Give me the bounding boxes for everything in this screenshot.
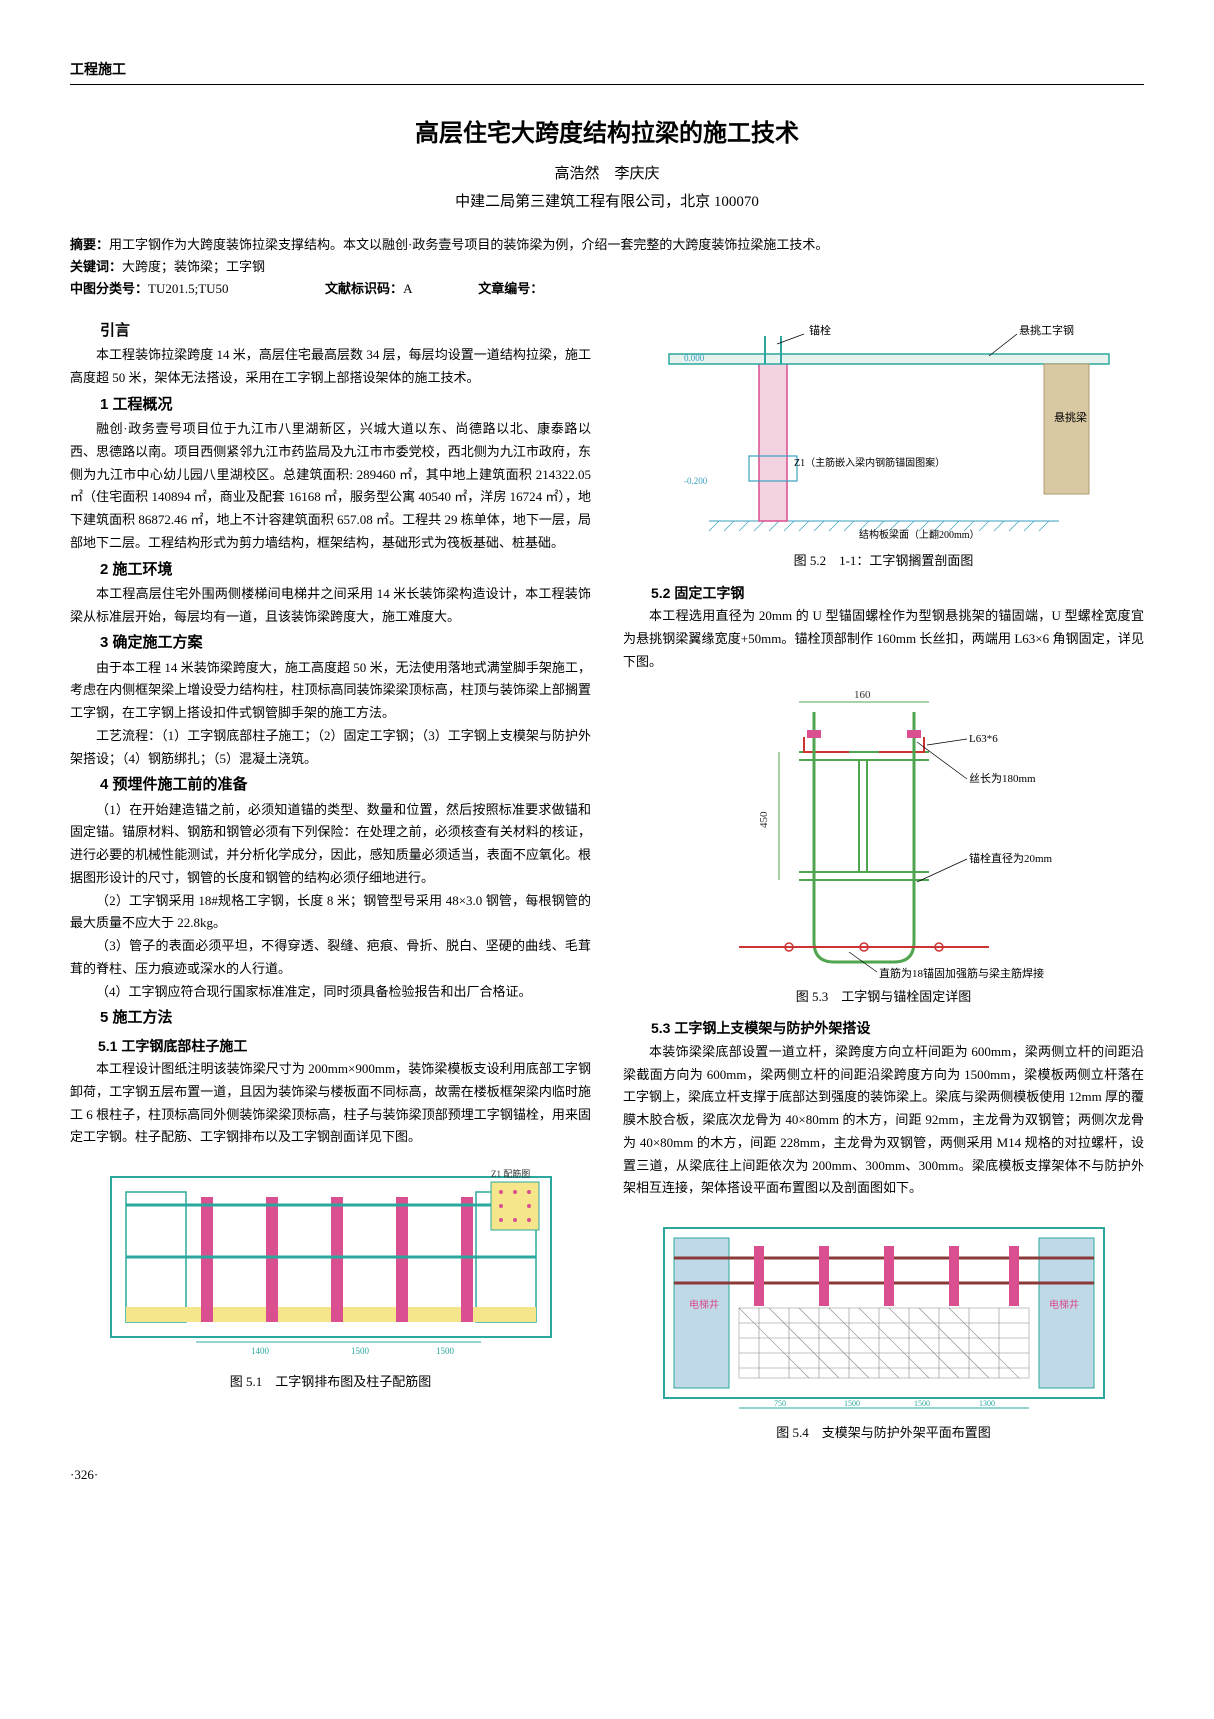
fig53-svg: 160 450 L63*6 丝长为180mm 锚栓直径为20mm 直筋为18锚固… — [649, 682, 1119, 982]
svg-text:1500: 1500 — [914, 1399, 930, 1408]
figure-5-4: 电梯井 电梯井 750 1500 1500 1300 图 5.4 支模架与防护外… — [623, 1208, 1144, 1445]
s4-p2: （2）工字钢采用 18#规格工字钢，长度 8 米；钢管型号采用 48×3.0 钢… — [70, 890, 591, 936]
svg-text:电梯井: 电梯井 — [689, 1298, 719, 1311]
svg-text:1500: 1500 — [844, 1399, 860, 1408]
keywords-text: 大跨度；装饰梁；工字钢 — [122, 259, 265, 274]
svg-text:1500: 1500 — [351, 1346, 370, 1356]
s3-heading: 3 确定施工方案 — [70, 630, 591, 656]
s5-2-p1: 本工程选用直径为 20mm 的 U 型锚固螺栓作为型钢悬挑架的锚固端，U 型螺栓… — [623, 605, 1144, 673]
abstract-label: 摘要： — [70, 237, 109, 252]
page-number: ·326· — [70, 1465, 1144, 1486]
fig53-caption: 图 5.3 工字钢与锚栓固定详图 — [623, 986, 1144, 1009]
two-column-content: 引言 本工程装饰拉梁跨度 14 米，高层住宅最高层数 34 层，每层均设置一道结… — [70, 316, 1144, 1445]
s4-p1: （1）在开始建造锚之前，必须知道锚的类型、数量和位置，然后按照标准要求做锚和固定… — [70, 799, 591, 890]
clc-value: TU201.5;TU50 — [148, 281, 229, 296]
svg-text:直筋为18锚固加强筋与梁主筋焊接: 直筋为18锚固加强筋与梁主筋焊接 — [879, 966, 1044, 980]
svg-text:-0.200: -0.200 — [684, 476, 708, 486]
doc-code-label: 文献标识码： — [325, 281, 403, 296]
svg-text:1400: 1400 — [251, 1346, 270, 1356]
doc-code-value: A — [403, 281, 412, 296]
clc-label: 中图分类号： — [70, 281, 148, 296]
fig51-caption: 图 5.1 工字钢排布图及柱子配筋图 — [70, 1371, 591, 1394]
svg-text:悬挑工字钢: 悬挑工字钢 — [1019, 323, 1074, 337]
svg-text:160: 160 — [854, 689, 871, 701]
fig54-svg: 电梯井 电梯井 750 1500 1500 1300 — [644, 1208, 1124, 1418]
svg-text:L63*6: L63*6 — [969, 733, 998, 745]
svg-text:450: 450 — [758, 811, 770, 828]
svg-text:结构板梁面（上翻200mm）: 结构板梁面（上翻200mm） — [859, 528, 980, 541]
s1-p1: 融创·政务壹号项目位于九江市八里湖新区，兴城大道以东、尚德路以北、康泰路以西、思… — [70, 418, 591, 555]
svg-text:Z1 配筋图: Z1 配筋图 — [491, 1168, 530, 1179]
header-rule: 工程施工 — [70, 60, 1144, 85]
figure-5-3: 160 450 L63*6 丝长为180mm 锚栓直径为20mm 直筋为18锚固… — [623, 682, 1144, 1009]
article-id-label: 文章编号： — [478, 281, 543, 296]
s5-heading: 5 施工方法 — [70, 1005, 591, 1031]
s5-1-heading: 5.1 工字钢底部柱子施工 — [70, 1034, 591, 1059]
s4-p4: （4）工字钢应符合现行国家标准准定，同时须具备检验报告和出厂合格证。 — [70, 981, 591, 1004]
svg-text:Z1（主筋嵌入梁内钢筋锚固图案）: Z1（主筋嵌入梁内钢筋锚固图案） — [794, 456, 945, 469]
figure-5-1: 1400 1500 1500 Z1 配筋图 图 5.1 工字钢排布图及柱子配筋图 — [70, 1157, 591, 1394]
fig54-caption: 图 5.4 支模架与防护外架平面布置图 — [623, 1422, 1144, 1445]
s1-heading: 1 工程概况 — [70, 392, 591, 418]
s2-p1: 本工程高层住宅外围两侧楼梯间电梯井之间采用 14 米长装饰梁构造设计，本工程装饰… — [70, 583, 591, 629]
fig51-svg: 1400 1500 1500 Z1 配筋图 — [91, 1157, 571, 1367]
fig52-svg: 锚栓 悬挑工字钢 悬挑梁 Z1（主筋嵌入梁内钢筋锚固图案） 结构板梁面（上翻20… — [649, 316, 1119, 546]
intro-heading: 引言 — [70, 318, 591, 344]
s5-3-p1: 本装饰梁梁底部设置一道立杆，梁跨度方向立杆间距为 600mm，梁两侧立杆的间距沿… — [623, 1041, 1144, 1200]
abstract-block: 摘要：用工字钢作为大跨度装饰拉梁支撑结构。本文以融创·政务壹号项目的装饰梁为例，… — [70, 234, 1144, 300]
affiliation: 中建二局第三建筑工程有限公司，北京 100070 — [70, 190, 1144, 214]
svg-text:锚栓直径为20mm: 锚栓直径为20mm — [969, 851, 1053, 865]
figure-5-2: 锚栓 悬挑工字钢 悬挑梁 Z1（主筋嵌入梁内钢筋锚固图案） 结构板梁面（上翻20… — [623, 316, 1144, 573]
paper-title: 高层住宅大跨度结构拉梁的施工技术 — [70, 115, 1144, 153]
svg-text:锚栓: 锚栓 — [809, 323, 831, 337]
intro-p1: 本工程装饰拉梁跨度 14 米，高层住宅最高层数 34 层，每层均设置一道结构拉梁… — [70, 344, 591, 390]
s5-3-heading: 5.3 工字钢上支模架与防护外架搭设 — [623, 1016, 1144, 1041]
svg-text:悬挑梁: 悬挑梁 — [1054, 410, 1087, 424]
s4-p3: （3）管子的表面必须平坦，不得穿透、裂缝、疤痕、骨折、脱白、坚硬的曲线、毛茸茸的… — [70, 935, 591, 981]
s2-heading: 2 施工环境 — [70, 557, 591, 583]
keywords-label: 关键词： — [70, 259, 122, 274]
section-label: 工程施工 — [70, 63, 126, 78]
svg-text:750: 750 — [774, 1399, 786, 1408]
fig52-caption: 图 5.2 1-1：工字钢搁置剖面图 — [623, 550, 1144, 573]
s3-p1: 由于本工程 14 米装饰梁跨度大，施工高度超 50 米，无法使用落地式满堂脚手架… — [70, 657, 591, 725]
svg-text:0.000: 0.000 — [684, 353, 705, 363]
svg-text:1500: 1500 — [436, 1346, 455, 1356]
authors: 高浩然 李庆庆 — [70, 162, 1144, 186]
svg-text:1300: 1300 — [979, 1399, 995, 1408]
abstract-text: 用工字钢作为大跨度装饰拉梁支撑结构。本文以融创·政务壹号项目的装饰梁为例，介绍一… — [109, 237, 828, 252]
s3-p2: 工艺流程：（1）工字钢底部柱子施工；（2）固定工字钢；（3）工字钢上支模架与防护… — [70, 725, 591, 771]
svg-text:电梯井: 电梯井 — [1049, 1298, 1079, 1311]
svg-text:丝长为180mm: 丝长为180mm — [969, 772, 1036, 785]
s4-heading: 4 预埋件施工前的准备 — [70, 772, 591, 798]
s5-2-heading: 5.2 固定工字钢 — [623, 581, 1144, 606]
s5-1-p1: 本工程设计图纸注明该装饰梁尺寸为 200mm×900mm，装饰梁模板支设利用底部… — [70, 1058, 591, 1149]
